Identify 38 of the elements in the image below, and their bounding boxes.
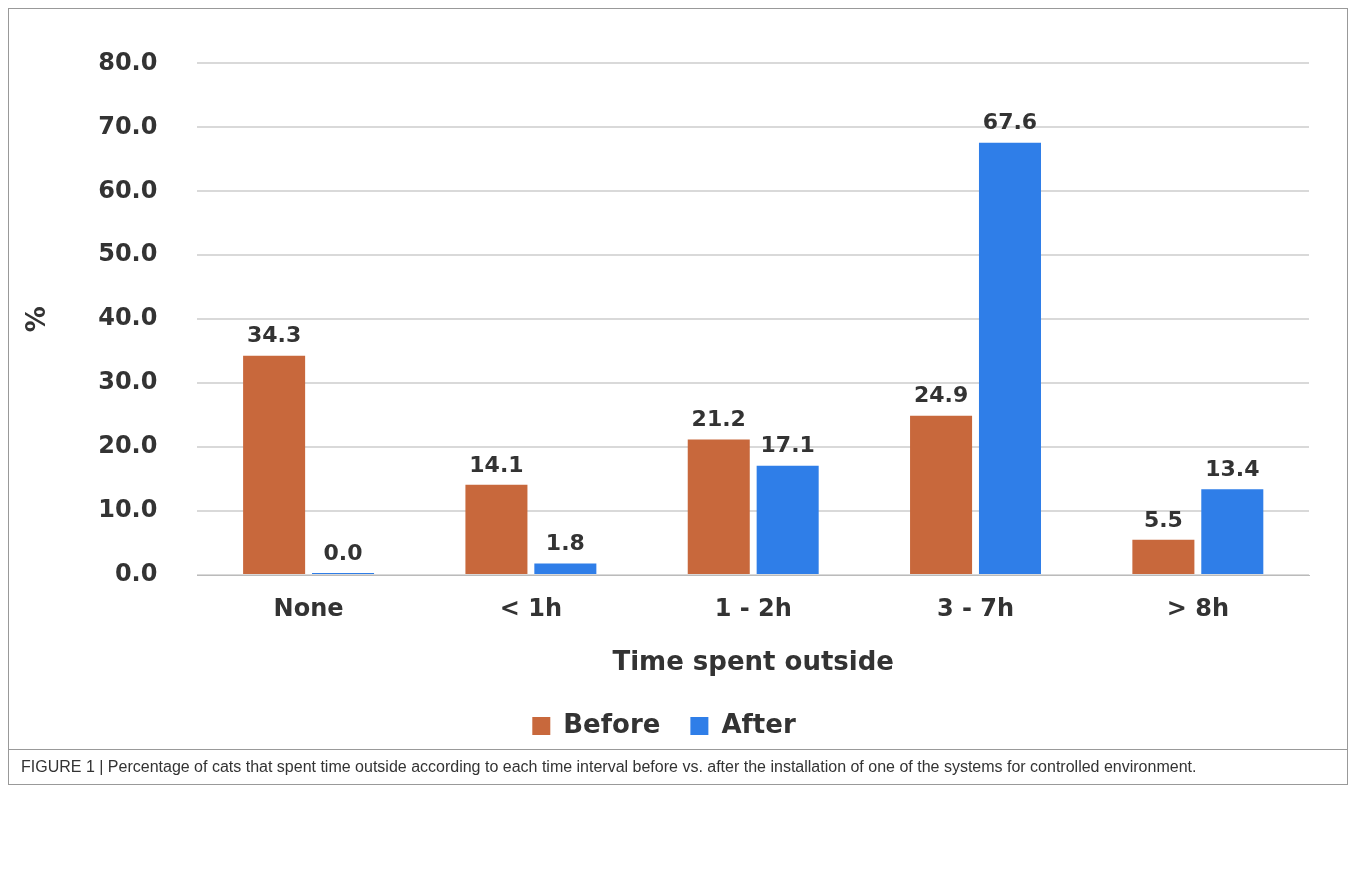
legend-label: After (721, 708, 796, 739)
bar (687, 439, 750, 574)
bar (978, 142, 1041, 574)
data-label: 14.1 (469, 451, 524, 477)
x-tick-label: > 8h (1166, 593, 1229, 622)
x-tick-label: None (273, 593, 344, 622)
data-label: 5.5 (1143, 506, 1183, 532)
data-label: 1.8 (545, 530, 585, 556)
legend-label: Before (563, 708, 661, 739)
x-axis-title: Time spent outside (612, 646, 894, 677)
caption: FIGURE 1 | Percentage of cats that spent time outside according to each time interval before vs. after the installation of one of the systems for controlled environment. (9, 749, 1347, 784)
y-tick-label: 10.0 (98, 495, 158, 524)
x-tick-label: 3 - 7h (936, 593, 1015, 622)
x-tick-label: 1 - 2h (714, 593, 792, 622)
data-label: 13.4 (1205, 456, 1260, 482)
bar (756, 465, 819, 574)
y-tick-label: 0.0 (114, 559, 158, 588)
bar (534, 563, 597, 574)
bar (910, 415, 973, 574)
x-tick-label: < 1h (499, 593, 563, 622)
y-tick-label: 80.0 (98, 47, 158, 76)
y-tick-label: 50.0 (98, 239, 158, 268)
y-tick-label: 60.0 (98, 175, 158, 204)
data-label: 24.9 (913, 382, 969, 408)
data-label: 67.6 (982, 109, 1038, 135)
data-label: 21.2 (691, 406, 746, 432)
y-axis-title: % (21, 306, 52, 333)
y-tick-label: 70.0 (98, 111, 158, 140)
data-label: 17.1 (760, 432, 815, 458)
bar (1132, 539, 1195, 574)
y-tick-label: 20.0 (98, 431, 158, 460)
data-label: 34.3 (246, 322, 302, 348)
y-tick-label: 40.0 (98, 303, 158, 332)
bar (465, 484, 528, 574)
data-label: 0.0 (323, 539, 363, 565)
bar (243, 355, 306, 574)
bar (1201, 489, 1264, 574)
y-tick-label: 30.0 (98, 367, 158, 396)
